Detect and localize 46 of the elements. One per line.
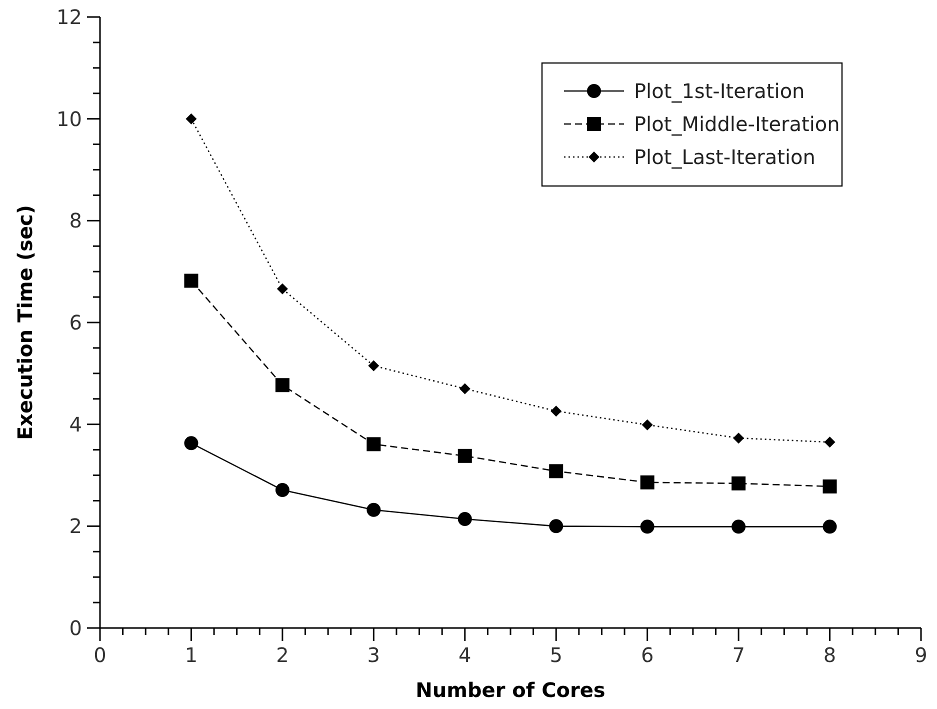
point [822,479,837,494]
legend-label: Plot_1st-Iteration [634,79,805,103]
x-tick-label: 7 [732,643,745,667]
point [184,436,198,450]
y-tick-label: 8 [69,208,82,233]
point [458,448,472,463]
x-tick-label: 3 [367,643,380,667]
y-tick-label: 4 [69,412,82,436]
y-axis-title: Execution Time (sec) [13,204,37,440]
x-tick-label: 8 [823,643,836,667]
point [458,512,472,526]
y-tick-label: 10 [56,106,82,131]
point [184,274,198,288]
point [640,475,654,490]
point [732,520,746,534]
point [549,519,564,534]
legend-label: Plot_Last-Iteration [634,145,816,169]
point [275,378,290,392]
point [824,436,836,448]
x-tick-label: 5 [550,643,562,667]
x-tick-label: 1 [184,643,198,667]
y-tick-label: 2 [69,514,82,538]
point [368,360,380,372]
point [640,520,654,534]
x-tick-label: 2 [276,643,289,667]
point [276,283,288,294]
x-axis-title: Number of Cores [416,678,606,702]
x-tick-label: 9 [914,643,928,667]
point [459,383,470,394]
legend-label: Plot_Middle-Iteration [634,112,840,136]
x-tick-label: 4 [458,643,472,667]
x-tick-label: 6 [640,643,654,667]
point [642,419,653,430]
point [822,520,837,534]
point [733,432,744,444]
y-tick-label: 12 [56,5,82,29]
x-tick-label: 0 [94,643,106,667]
y-tick-label: 0 [69,616,82,640]
point [732,476,746,490]
point [366,437,381,452]
y-tick-label: 6 [69,310,82,334]
point [366,502,381,517]
point [549,464,564,478]
point [186,113,197,124]
point [550,406,562,417]
point [275,483,290,498]
